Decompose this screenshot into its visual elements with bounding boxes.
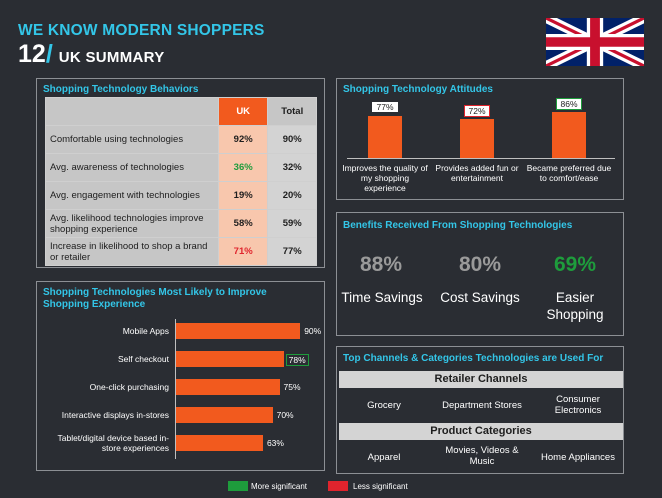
- table-row: Comfortable using technologies 92% 90%: [45, 125, 317, 154]
- attitudes-baseline: [347, 158, 615, 159]
- page-number: 12: [18, 40, 46, 68]
- improve-bar: [176, 351, 284, 367]
- attitudes-title: Shopping Technology Attitudes: [343, 84, 493, 95]
- row-uk-value: 19%: [217, 181, 269, 210]
- improve-category-label: One-click purchasing: [89, 382, 169, 392]
- row-uk-value: 71%: [217, 237, 269, 266]
- attitudes-panel: Shopping Technology Attitudes 77% Improve…: [336, 78, 624, 200]
- improve-category-label: Mobile Apps: [122, 326, 169, 336]
- improve-bar: [176, 323, 301, 339]
- retailer-channel-item: Consumer Electronics: [554, 394, 602, 416]
- product-category-item: Home Appliances: [541, 452, 615, 463]
- improve-axis: [175, 319, 176, 459]
- attitude-category-label: Became preferred due to comfort/ease: [526, 163, 612, 183]
- improve-category-label: Interactive displays in-stores: [61, 410, 169, 420]
- table-row: Avg. likelihood technologies improve sho…: [45, 209, 317, 238]
- improve-value-label: 75%: [283, 382, 301, 392]
- row-label: Avg. awareness of technologies: [45, 153, 219, 182]
- uk-flag-icon: [546, 18, 644, 66]
- improve-value-label: 78%: [285, 354, 309, 366]
- row-label: Comfortable using technologies: [45, 125, 219, 154]
- benefit-pct: 88%: [359, 253, 403, 276]
- summary-title: UK SUMMARY: [58, 49, 165, 66]
- attitude-value-label: 77%: [372, 102, 398, 113]
- table-header-uk: UK: [217, 97, 269, 126]
- improve-value-label: 63%: [266, 438, 284, 448]
- benefit-label: Easier Shopping: [546, 290, 604, 322]
- product-category-item: Apparel: [367, 452, 401, 463]
- benefits-title: Benefits Received From Shopping Technolo…: [343, 220, 573, 231]
- row-total-value: 59%: [267, 209, 317, 238]
- benefit-pct: 80%: [458, 253, 502, 276]
- table-header-total: Total: [267, 97, 317, 126]
- attitudes-chart: 77% Improves the quality of my shopping e…: [337, 79, 625, 201]
- channels-panel: Top Channels & Categories Technologies a…: [336, 346, 624, 474]
- improve-category-label: Self checkout: [117, 354, 169, 364]
- retailer-channel-item: Department Stores: [442, 400, 522, 411]
- table-row: Avg. awareness of technologies 36% 32%: [45, 153, 317, 182]
- legend-less-label: Less significant: [353, 482, 408, 491]
- attitude-value-label: 72%: [464, 105, 490, 118]
- improve-title: Shopping Technologies Most Likely to Imp…: [43, 287, 267, 310]
- row-label: Increase in likelihood to shop a brand o…: [45, 237, 219, 266]
- improve-bar: [176, 435, 263, 451]
- behaviors-panel: Shopping Technology Behaviors UK Total C…: [36, 78, 325, 268]
- attitude-bar: [368, 116, 402, 158]
- page-title: WE KNOW MODERN SHOPPERS: [18, 22, 265, 39]
- table-row: Avg. engagement with technologies 19% 20…: [45, 181, 317, 210]
- row-label: Avg. engagement with technologies: [45, 181, 219, 210]
- attitude-category-label: Improves the quality of my shopping expe…: [342, 163, 428, 193]
- attitude-value-label: 86%: [556, 97, 582, 110]
- product-category-item: Movies, Videos & Music: [445, 445, 519, 467]
- behaviors-table: UK Total Comfortable using technologies …: [45, 97, 317, 266]
- improve-bar: [176, 379, 280, 395]
- benefit-pct: 69%: [553, 253, 597, 276]
- benefit-label: Time Savings: [341, 290, 423, 305]
- retailer-channels-band: Retailer Channels: [339, 371, 623, 388]
- behaviors-title: Shopping Technology Behaviors: [43, 84, 199, 95]
- row-total-value: 77%: [267, 237, 317, 266]
- row-uk-value: 36%: [217, 153, 269, 182]
- legend-less-swatch: [328, 481, 348, 491]
- product-categories-band: Product Categories: [339, 423, 623, 440]
- improve-panel: Shopping Technologies Most Likely to Imp…: [36, 281, 325, 471]
- row-total-value: 20%: [267, 181, 317, 210]
- attitude-bar: [460, 119, 494, 158]
- improve-value-label: 90%: [304, 326, 322, 336]
- benefit-label: Cost Savings: [440, 290, 520, 305]
- benefits-panel: Benefits Received From Shopping Technolo…: [336, 212, 624, 336]
- row-total-value: 90%: [267, 125, 317, 154]
- table-header-row: UK Total: [45, 97, 317, 126]
- improve-chart: Mobile Apps 90% Self checkout 78% One-click …: [37, 282, 326, 472]
- table-row: Increase in likelihood to shop a brand o…: [45, 237, 317, 266]
- row-uk-value: 58%: [217, 209, 269, 238]
- improve-category-label: Tablet/digital device based in-store exp…: [57, 433, 169, 453]
- attitude-category-label: Provides added fun or entertainment: [435, 163, 519, 183]
- retailer-channel-item: Grocery: [367, 400, 401, 411]
- row-total-value: 32%: [267, 153, 317, 182]
- channels-title: Top Channels & Categories Technologies a…: [343, 353, 604, 364]
- improve-bar: [176, 407, 273, 423]
- improve-value-label: 70%: [276, 410, 294, 420]
- row-uk-value: 92%: [217, 125, 269, 154]
- row-label: Avg. likelihood technologies improve sho…: [45, 209, 219, 238]
- attitude-bar: [552, 111, 586, 158]
- page-subtitle: 12 / UK SUMMARY: [18, 40, 165, 69]
- page-slash: /: [45, 40, 53, 68]
- table-header-blank: [45, 97, 219, 126]
- legend-more-swatch: [228, 481, 248, 491]
- legend-more-label: More significant: [251, 482, 308, 491]
